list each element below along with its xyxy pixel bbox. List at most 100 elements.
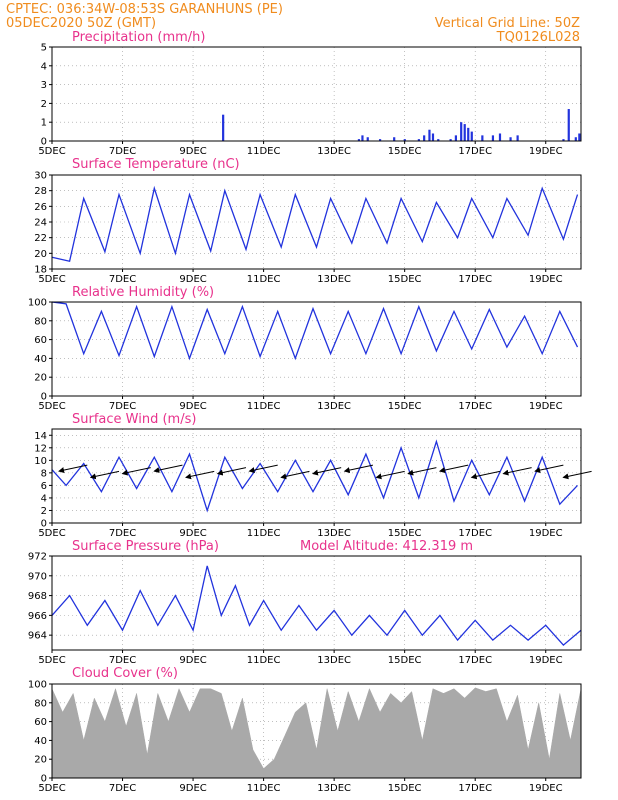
- rh-xtick-label: 9DEC: [179, 401, 206, 412]
- temp-grid: [52, 175, 581, 269]
- wind-ytick-label: 14: [34, 431, 47, 442]
- precip-xtick-label: 19DEC: [529, 146, 563, 157]
- panel-title-temperature: Surface Temperature (nC): [72, 157, 240, 172]
- wind-frame: [51, 428, 582, 524]
- temp-xtick-label: 13DEC: [317, 274, 351, 285]
- cloud-cover-panel: Cloud Cover (%) 0 20 40 60 80 100 5DEC 7DEC 9DEC…: [28, 666, 582, 794]
- cloud-ytick-label: 40: [34, 736, 47, 747]
- precip-bar: [431, 133, 435, 141]
- wind-ytick-label: 8: [41, 468, 47, 479]
- precip-xtick-label: 13DEC: [317, 146, 351, 157]
- pres-line: [51, 565, 582, 647]
- cloud-ytick-label: 80: [34, 698, 47, 709]
- cloud-xtick-label: 15DEC: [388, 783, 422, 794]
- precip-bar: [222, 114, 225, 141]
- temp-ytick-label: 30: [34, 171, 47, 182]
- precip-xtick-label: 5DEC: [38, 146, 65, 157]
- rh-ytick-label: 60: [34, 335, 47, 346]
- temp-ytick-label: 26: [34, 202, 47, 213]
- wind-arrow: [216, 467, 247, 476]
- precip-frame: [51, 46, 582, 142]
- cloud-ytick-label: 60: [34, 717, 47, 728]
- humidity-panel: Relative Humidity (%) 0 20 40 60 80 100 5DEC 7D…: [28, 285, 582, 412]
- precip-bar: [498, 133, 502, 141]
- wind-xtick-label: 13DEC: [317, 528, 351, 539]
- precip-ytick-label: 5: [41, 43, 47, 54]
- pres-ytick-label: 966: [28, 611, 47, 622]
- rh-frame: [51, 301, 582, 397]
- pres-xtick-label: 13DEC: [317, 655, 351, 666]
- rh-series: [51, 301, 579, 361]
- wind-arrow: [89, 470, 120, 480]
- precip-bar: [378, 139, 382, 141]
- precip-xtick-label: 17DEC: [458, 146, 492, 157]
- pres-grid: [52, 556, 581, 650]
- temp-series: [51, 185, 579, 262]
- temp-xtick-label: 5DEC: [38, 274, 65, 285]
- cloud-ytick-label: 100: [28, 680, 47, 691]
- temp-ytick-label: 28: [34, 186, 47, 197]
- pres-xtick-label: 7DEC: [109, 655, 136, 666]
- rh-xtick-label: 7DEC: [109, 401, 136, 412]
- wind-arrow: [502, 467, 532, 476]
- precip-bar: [516, 135, 519, 141]
- wind-xtick-label: 7DEC: [109, 528, 136, 539]
- wind-ytick-label: 4: [41, 493, 47, 504]
- wind-grid: [52, 429, 581, 523]
- precip-bar: [467, 127, 470, 141]
- pres-ytick-label: 970: [28, 571, 47, 582]
- cloud-xtick-label: 5DEC: [38, 783, 65, 794]
- wind-arrow: [562, 470, 592, 480]
- wind-ytick-label: 2: [41, 506, 47, 517]
- wind-xtick-label: 9DEC: [179, 528, 206, 539]
- precip-grid: [52, 47, 581, 141]
- precip-bar: [578, 133, 581, 141]
- rh-ytick-label: 80: [34, 316, 47, 327]
- precip-bar: [470, 131, 473, 141]
- rh-xtick-label: 13DEC: [317, 401, 351, 412]
- wind-arrow: [185, 470, 215, 480]
- precip-bar: [366, 137, 369, 141]
- precip-bar: [567, 109, 570, 141]
- rh-grid: [52, 302, 581, 396]
- precip-bar: [562, 139, 565, 141]
- precip-ytick-label: 2: [41, 99, 47, 110]
- rh-xtick-label: 17DEC: [458, 401, 492, 412]
- wind-arrow: [438, 464, 469, 474]
- wind-ytick-label: 0: [41, 519, 47, 530]
- cloud-cover-area: [51, 687, 582, 779]
- precip-bar: [463, 124, 466, 141]
- model-altitude-label: Model Altitude: 412.319 m: [300, 539, 473, 554]
- wind-xtick-label: 5DEC: [38, 528, 65, 539]
- precip-bar: [357, 139, 361, 141]
- temp-ytick-label: 18: [34, 265, 47, 276]
- wind-xtick-label: 17DEC: [458, 528, 492, 539]
- temperature-panel: Surface Temperature (nC) 18 20 22 24 26 28 30 5…: [34, 157, 582, 285]
- wind-xtick-label: 15DEC: [388, 528, 422, 539]
- wind-arrow: [121, 467, 151, 476]
- pres-xtick-label: 9DEC: [179, 655, 206, 666]
- temp-line: [51, 185, 579, 262]
- temp-xtick-label: 19DEC: [529, 274, 563, 285]
- wind-arrow: [407, 467, 437, 476]
- wind-arrows: [58, 464, 592, 480]
- wind-arrow: [375, 470, 405, 480]
- cloud-xtick-label: 9DEC: [179, 783, 206, 794]
- cloud-xtick-label: 11DEC: [247, 783, 281, 794]
- precip-xtick-label: 11DEC: [247, 146, 281, 157]
- rh-line: [51, 301, 579, 361]
- panel-title-wind: Surface Wind (m/s): [72, 412, 196, 427]
- pres-xtick-label: 19DEC: [529, 655, 563, 666]
- wind-arrow: [311, 467, 342, 476]
- pres-ytick-label: 968: [28, 591, 47, 602]
- precip-bar: [449, 139, 452, 141]
- precip-xtick-label: 7DEC: [109, 146, 136, 157]
- temp-xtick-label: 17DEC: [458, 274, 492, 285]
- precip-bar: [491, 135, 495, 141]
- wind-arrow: [58, 464, 88, 474]
- panel-title-pressure: Surface Pressure (hPa): [72, 539, 219, 554]
- precip-bar: [454, 135, 458, 141]
- wind-xtick-label: 19DEC: [529, 528, 563, 539]
- cloud-xtick-label: 19DEC: [529, 783, 563, 794]
